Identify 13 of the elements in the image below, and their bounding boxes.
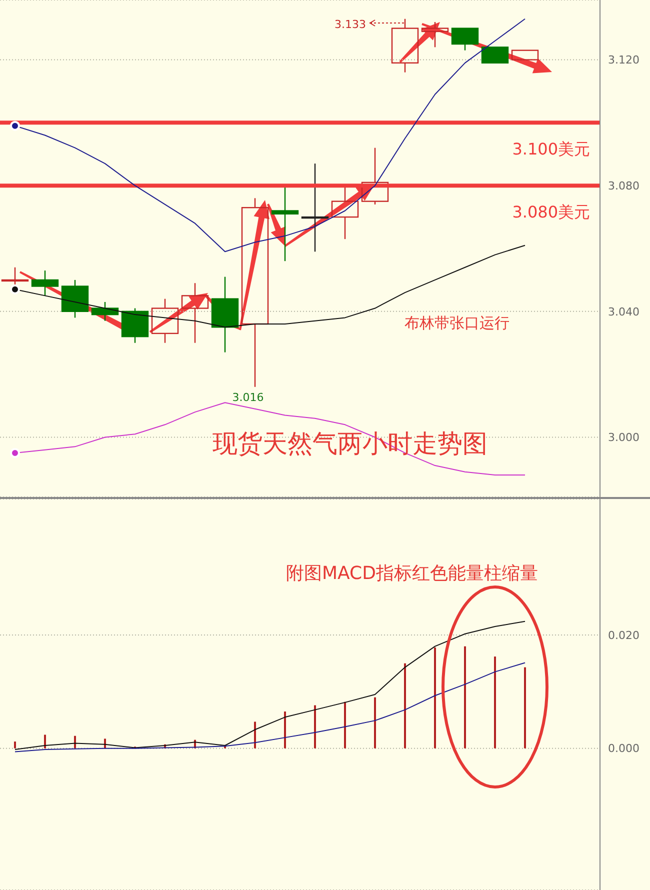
- y-tick-label: 3.080: [608, 179, 640, 192]
- y-tick-label: 3.000: [608, 431, 640, 444]
- annotation: 布林带张口运行: [404, 314, 510, 332]
- annotation: 3.133: [334, 18, 366, 31]
- annotation: 现货天然气两小时走势图: [212, 429, 488, 458]
- y-tick-label: 0.000: [608, 742, 640, 756]
- ref-line-label: 3.100美元: [512, 140, 590, 159]
- ref-line-label: 3.080美元: [512, 202, 590, 222]
- annotation: 3.016: [232, 391, 264, 404]
- y-tick-label: 3.040: [608, 305, 640, 318]
- annotation: 附图MACD指标红色能量柱缩量: [286, 563, 538, 584]
- y-tick-label: 0.020: [608, 628, 640, 642]
- y-tick-label: 3.120: [608, 54, 640, 67]
